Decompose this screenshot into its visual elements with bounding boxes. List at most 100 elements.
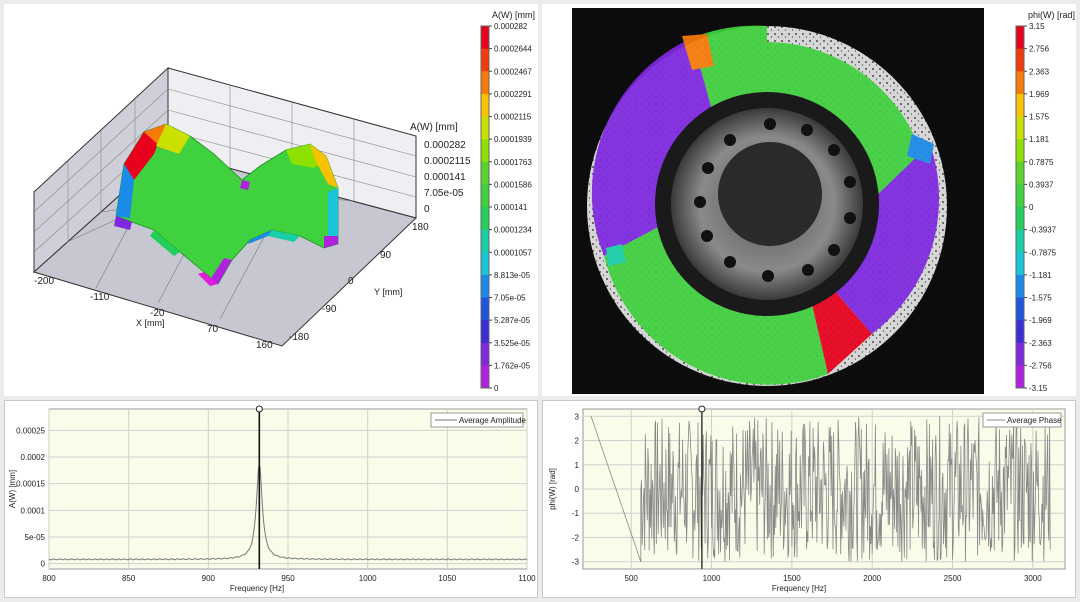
amplitude-y-tick: 5e-05: [25, 533, 46, 542]
phase-colorbar-tick-label: -0.3937: [1029, 226, 1057, 235]
phase-colorbar-tick-label: -1.181: [1029, 271, 1052, 280]
phase-colorbar-tick-label: 0.7875: [1029, 158, 1054, 167]
phase-colorbar-tick-label: -1.575: [1029, 294, 1052, 303]
amplitude-y-label: A(W) [mm]: [8, 470, 17, 508]
phase-image[interactable]: phi(W) [rad] 3.15 2.756 2.363 1.969 1.575 1.1…: [542, 4, 1076, 396]
amp-colorbar-tick-label: 8.813e-05: [494, 271, 531, 280]
phase-colorbar-tick-label: -3.15: [1029, 384, 1048, 393]
phase-chart[interactable]: 500 1000 1500 2000 2500 3000 -3 -2 -1 0 1 2 3 Avera…: [543, 401, 1075, 597]
surface-plot-panel: A(W) [mm] 0.000282 0.0002115 0.000141 7.…: [4, 4, 538, 396]
phase-cursor-handle[interactable]: [698, 405, 706, 413]
amp-colorbar-swatch: [481, 184, 489, 208]
phase-x-tick: 2500: [944, 574, 962, 583]
phase-colorbar-swatch: [1016, 342, 1024, 366]
amplitude-y-tick: 0.0002: [21, 453, 46, 462]
amplitude-x-tick: 1100: [518, 574, 536, 583]
phase-colorbar-swatch: [1016, 116, 1024, 140]
z-tick-2: 0.000141: [424, 172, 466, 183]
phase-colorbar-swatch: [1016, 252, 1024, 276]
amp-colorbar-tick-label: 0.0001234: [494, 226, 532, 235]
amplitude-grid: [48, 409, 528, 569]
phase-y-tick: 1: [575, 461, 580, 470]
amplitude-x-tick: 800: [42, 574, 56, 583]
phase-series-line: [590, 416, 1051, 562]
amplitude-y-tick: 0: [41, 560, 46, 569]
amplitude-y-tick: 0.00015: [16, 480, 45, 489]
amp-colorbar-swatch: [481, 342, 489, 366]
phase-colorbar-tick-label: 3.15: [1029, 22, 1045, 31]
amp-colorbar-tick-label: 0.000141: [494, 203, 528, 212]
phase-colorbar-tick-label: -2.363: [1029, 339, 1052, 348]
amplitude-x-tick: 1050: [438, 574, 456, 583]
z-tick-4: 0: [424, 204, 430, 215]
amplitude-cursor-handle[interactable]: [255, 405, 263, 413]
phase-chart-panel: 500 1000 1500 2000 2500 3000 -3 -2 -1 0 1 2 3 Avera…: [542, 400, 1076, 598]
y-tick-3: -90: [322, 304, 337, 315]
amp-colorbar-tick-label: 0.0001939: [494, 135, 532, 144]
phase-colorbar-swatch: [1016, 139, 1024, 163]
phase-y-tick: -1: [572, 509, 580, 518]
y-tick-2: 0: [348, 276, 354, 287]
phase-y-label: phi(W) [rad]: [548, 468, 557, 510]
phase-y-ticks: -3 -2 -1 0 1 2 3: [572, 412, 580, 566]
phase-colorbar-swatch: [1016, 184, 1024, 208]
amplitude-x-label: Frequency [Hz]: [230, 584, 284, 593]
x-tick-1: -110: [90, 292, 110, 303]
x-tick-3: 70: [207, 324, 219, 335]
phase-colorbar-swatch: [1016, 71, 1024, 95]
amplitude-chart-panel: 800 850 900 950 1000 1050 1100 0 5e-05 0.0001 0.0…: [4, 400, 538, 598]
amplitude-x-tick: 1000: [359, 574, 377, 583]
y-tick-1: 90: [380, 250, 392, 261]
phase-colorbar-tick-label: 0.3937: [1029, 180, 1054, 189]
amp-colorbar-tick-label: 0.0002644: [494, 45, 532, 54]
phase-colorbar-tick-label: 2.756: [1029, 45, 1050, 54]
surface-plot[interactable]: A(W) [mm] 0.000282 0.0002115 0.000141 7.…: [4, 4, 538, 396]
amp-colorbar-tick-label: 0.0001057: [494, 248, 532, 257]
amplitude-y-ticks: 0 5e-05 0.0001 0.00015 0.0002 0.00025: [16, 426, 45, 568]
phase-x-tick: 1500: [783, 574, 801, 583]
phase-x-ticks: 500 1000 1500 2000 2500 3000: [625, 574, 1043, 583]
amp-colorbar-tick-label: 1.762e-05: [494, 361, 531, 370]
phase-colorbar-swatch: [1016, 365, 1024, 389]
amplitude-x-tick: 850: [122, 574, 136, 583]
phase-colorbar-swatch: [1016, 48, 1024, 72]
amplitude-y-tick: 0.00025: [16, 426, 45, 435]
amp-colorbar-swatch: [481, 48, 489, 72]
phase-y-tick: -3: [572, 558, 580, 567]
phase-legend: Average Phase: [982, 412, 1062, 428]
phase-colorbar-tick-label: 1.575: [1029, 113, 1050, 122]
phase-y-tick: -2: [572, 533, 580, 542]
amp-colorbar-tick-label: 0.0002467: [494, 67, 532, 76]
amplitude-x-tick: 900: [202, 574, 216, 583]
y-axis-title: Y [mm]: [374, 287, 402, 297]
z-axis-title: A(W) [mm]: [410, 122, 458, 133]
amp-colorbar-swatch: [481, 161, 489, 185]
amp-colorbar-swatch: [481, 229, 489, 253]
amp-colorbar-swatch: [481, 26, 489, 50]
amplitude-series-line: [48, 463, 528, 561]
phase-colorbar-tick-label: 1.969: [1029, 90, 1050, 99]
colorbar-title: A(W) [mm]: [492, 10, 535, 20]
x-tick-0: -200: [34, 276, 54, 287]
phase-colorbar-tick-label: -2.756: [1029, 361, 1052, 370]
amp-colorbar-tick-label: 0.0002115: [494, 113, 532, 122]
phase-colorbar-title: phi(W) [rad]: [1028, 10, 1075, 20]
amp-colorbar-tick-label: 7.05e-05: [494, 294, 526, 303]
bolt-holes: [694, 118, 856, 282]
y-axis: 180 90 0 -90 -180 Y [mm]: [289, 222, 429, 343]
amp-colorbar-swatch: [481, 320, 489, 344]
amp-colorbar-swatch: [481, 116, 489, 140]
phase-colorbar-swatch: [1016, 93, 1024, 117]
amp-colorbar-swatch: [481, 71, 489, 95]
amp-colorbar-tick-label: 0.0001763: [494, 158, 532, 167]
surface-mesh: [114, 123, 339, 286]
amplitude-x-ticks: 800 850 900 950 1000 1050 1100: [42, 574, 536, 583]
z-tick-3: 7.05e-05: [424, 188, 464, 199]
phase-colorbar-swatch: [1016, 161, 1024, 185]
phase-colorbar-tick-label: 2.363: [1029, 67, 1050, 76]
amplitude-chart[interactable]: 800 850 900 950 1000 1050 1100 0 5e-05 0.0001 0.0…: [5, 401, 537, 597]
phase-y-tick: 3: [575, 412, 580, 421]
amp-colorbar-tick-label: 5.287e-05: [494, 316, 531, 325]
amp-colorbar-swatch: [481, 274, 489, 298]
amp-colorbar-tick-label: 3.525e-05: [494, 339, 531, 348]
